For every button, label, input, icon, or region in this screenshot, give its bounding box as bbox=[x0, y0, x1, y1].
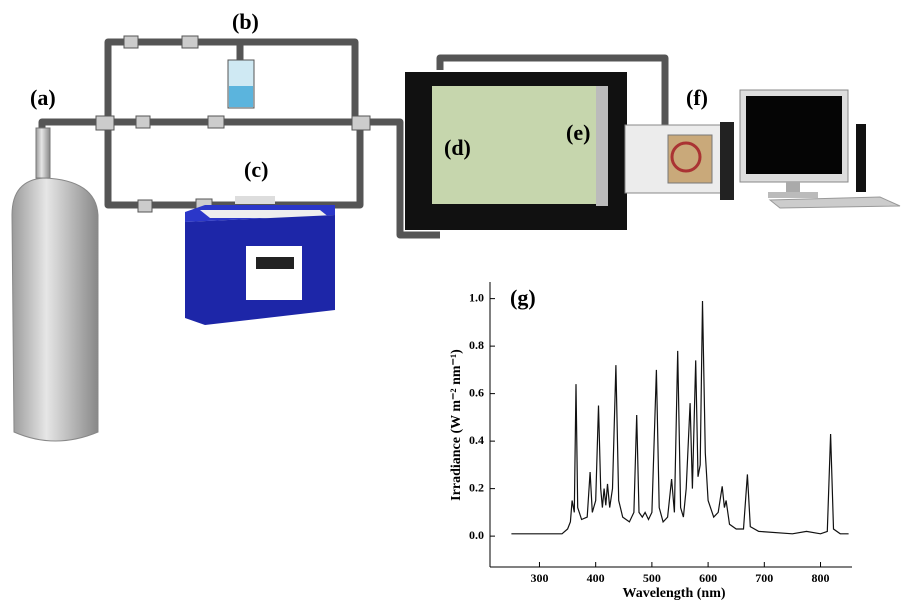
x-tick-label: 700 bbox=[755, 571, 773, 585]
monitor-base bbox=[768, 192, 818, 198]
gas-cylinder bbox=[11, 177, 99, 442]
label-d: (d) bbox=[444, 135, 471, 160]
bath-panel bbox=[246, 246, 302, 300]
y-axis-label: Irradiance (W m⁻² nm⁻¹) bbox=[449, 349, 464, 501]
bottle-liquid bbox=[229, 86, 253, 107]
cylinder-neck bbox=[35, 127, 51, 179]
y-tick-label: 0.6 bbox=[469, 385, 484, 399]
label-b: (b) bbox=[232, 9, 259, 34]
monitor-stand bbox=[786, 182, 800, 192]
x-tick-label: 800 bbox=[812, 571, 830, 585]
y-tick-label: 0.8 bbox=[469, 338, 484, 352]
display bbox=[256, 257, 294, 269]
x-axis-label: Wavelength (nm) bbox=[622, 586, 725, 601]
label-e: (e) bbox=[566, 120, 590, 145]
x-tick-label: 600 bbox=[699, 571, 717, 585]
bath-opening bbox=[200, 210, 330, 218]
chart-title: (g) bbox=[510, 285, 536, 310]
x-tick-label: 400 bbox=[587, 571, 605, 585]
lamp bbox=[596, 86, 608, 206]
label-a: (a) bbox=[30, 85, 56, 110]
y-tick-label: 1.0 bbox=[469, 290, 484, 304]
x-tick-label: 500 bbox=[643, 571, 661, 585]
screen bbox=[746, 96, 842, 174]
keyboard bbox=[768, 196, 901, 209]
y-tick-label: 0.2 bbox=[469, 480, 484, 494]
y-tick-label: 0.4 bbox=[469, 433, 484, 447]
spectrometer-ring bbox=[670, 141, 702, 173]
y-tick-label: 0.0 bbox=[469, 528, 484, 542]
label-f: (f) bbox=[686, 85, 708, 110]
valves bbox=[95, 35, 371, 213]
spectrum-chart: (g) Wavelength (nm) Irradiance (W m⁻² nm… bbox=[449, 282, 852, 601]
spectrum-line bbox=[511, 300, 849, 535]
label-c: (c) bbox=[244, 157, 268, 182]
chamber-window bbox=[432, 86, 602, 204]
speaker bbox=[856, 124, 866, 192]
x-tick-label: 300 bbox=[530, 571, 548, 585]
tower bbox=[720, 122, 734, 200]
